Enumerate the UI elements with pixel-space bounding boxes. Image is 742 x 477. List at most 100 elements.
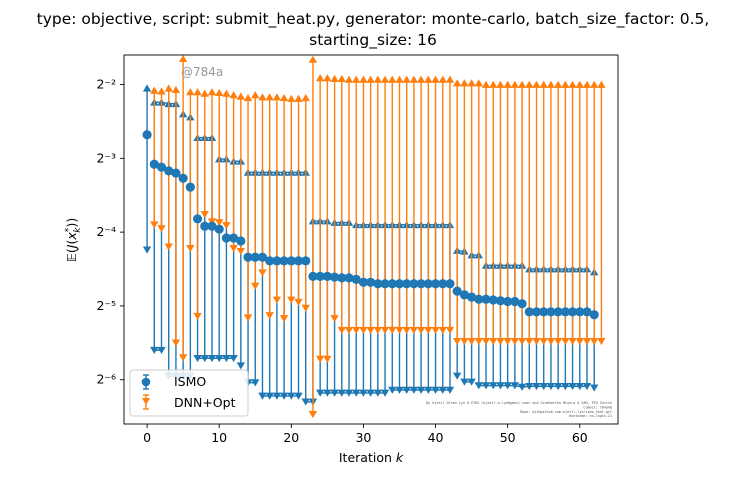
dnn-lower-cap bbox=[265, 312, 274, 320]
dnn-upper-cap bbox=[546, 80, 556, 88]
dnn-upper-cap bbox=[279, 94, 289, 102]
dnn-lower-cap bbox=[315, 355, 325, 363]
dnn-lower-cap bbox=[380, 326, 390, 335]
y-axis-label-e: 𝔼 bbox=[64, 253, 79, 262]
dnn-lower-cap bbox=[553, 337, 563, 346]
dnn-lower-cap bbox=[330, 315, 339, 323]
ismo-lower-cap bbox=[582, 383, 592, 391]
ismo-lower-cap bbox=[474, 382, 484, 390]
dnn-upper-cap bbox=[452, 79, 462, 87]
ismo-point bbox=[459, 290, 469, 300]
ismo-lower-cap bbox=[330, 389, 339, 397]
ismo-lower-cap bbox=[200, 354, 209, 363]
ismo-lower-cap bbox=[510, 382, 520, 390]
x-tick-label: 20 bbox=[283, 430, 299, 445]
dnn-upper-cap bbox=[460, 79, 469, 87]
ismo-lower-cap bbox=[452, 372, 462, 380]
ismo-point bbox=[467, 292, 477, 302]
ismo-point bbox=[488, 295, 498, 305]
dnn-lower-cap bbox=[467, 337, 476, 346]
legend-entry-ismo: ISMO bbox=[141, 374, 206, 390]
ismo-point bbox=[178, 173, 188, 183]
ismo-lower-cap bbox=[460, 378, 469, 386]
dnn-upper-cap bbox=[186, 88, 195, 96]
ismo-point bbox=[560, 307, 570, 317]
dnn-upper-cap bbox=[474, 79, 484, 87]
dnn-lower-cap bbox=[438, 326, 447, 335]
ismo-point bbox=[575, 307, 585, 317]
ismo-lower-cap bbox=[467, 378, 476, 386]
legend-label-dnn-opt: DNN+Opt bbox=[174, 395, 236, 410]
dnn-lower-cap bbox=[424, 326, 433, 335]
dnn-upper-cap bbox=[150, 86, 159, 94]
ismo-lower-cap bbox=[236, 362, 246, 370]
ismo-point bbox=[351, 274, 361, 284]
dnn-upper-cap bbox=[431, 75, 440, 83]
dnn-lower-cap bbox=[431, 326, 440, 335]
dnn-upper-cap bbox=[409, 75, 419, 83]
dnn-upper-cap bbox=[517, 80, 527, 88]
dnn-lower-cap bbox=[496, 337, 505, 346]
ismo-point bbox=[387, 279, 397, 289]
dnn-upper-cap bbox=[236, 92, 246, 100]
ismo-point bbox=[423, 279, 433, 289]
ismo-lower-cap bbox=[489, 382, 498, 390]
ismo-point bbox=[394, 279, 405, 289]
ismo-lower-cap bbox=[424, 386, 433, 394]
dnn-upper-cap bbox=[200, 89, 209, 97]
ismo-point bbox=[510, 296, 520, 307]
ismo-point bbox=[286, 256, 296, 266]
dnn-lower-cap bbox=[359, 326, 368, 335]
dnn-lower-cap bbox=[171, 339, 181, 347]
ismo-upper-cap bbox=[142, 84, 152, 92]
ismo-point bbox=[329, 272, 340, 282]
dnn-upper-cap bbox=[553, 80, 563, 88]
x-axis-label: Iteration k bbox=[339, 450, 404, 465]
ismo-lower-cap bbox=[301, 398, 310, 406]
dnn-upper-cap bbox=[366, 75, 375, 83]
dnn-upper-cap bbox=[416, 75, 426, 83]
ismo-point bbox=[142, 130, 152, 140]
ismo-lower-cap bbox=[352, 389, 361, 397]
dnn-lower-cap bbox=[517, 337, 527, 346]
dnn-lower-cap bbox=[416, 326, 426, 335]
dnn-upper-cap bbox=[258, 93, 267, 101]
y-tick-label: 2⁻⁵ bbox=[96, 298, 116, 313]
ismo-lower-cap bbox=[575, 383, 584, 391]
ismo-point bbox=[524, 307, 534, 317]
legend-label-ismo: ISMO bbox=[174, 374, 206, 389]
ismo-point bbox=[481, 294, 491, 304]
ismo-lower-cap bbox=[438, 386, 447, 394]
ismo-lower-cap bbox=[568, 383, 577, 391]
dnn-upper-cap bbox=[243, 94, 253, 102]
dnn-upper-cap bbox=[229, 91, 238, 99]
ismo-lower-cap bbox=[539, 383, 548, 391]
dnn-lower-cap bbox=[150, 221, 159, 229]
y-axis-ticks: 2⁻⁶ 2⁻⁵ 2⁻⁴ 2⁻³ 2⁻² bbox=[96, 77, 124, 387]
dnn-lower-cap bbox=[344, 326, 354, 335]
dnn-upper-cap bbox=[467, 79, 476, 87]
ismo-lower-cap bbox=[496, 382, 505, 390]
dnn-lower-cap bbox=[222, 222, 231, 230]
ismo-lower-cap bbox=[222, 354, 231, 363]
ismo-lower-cap bbox=[344, 389, 354, 397]
dnn-upper-cap bbox=[445, 75, 455, 83]
dnn-lower-cap bbox=[539, 337, 548, 346]
dnn-upper-cap bbox=[481, 80, 491, 88]
x-tick-label: 40 bbox=[428, 430, 444, 445]
ismo-lower-cap bbox=[272, 392, 282, 400]
ismo-point bbox=[553, 307, 563, 317]
dnn-upper-cap bbox=[568, 80, 577, 88]
chart-title-line1: type: objective, script: submit_heat.py,… bbox=[37, 10, 710, 29]
ismo-lower-cap bbox=[366, 389, 375, 397]
dnn-lower-cap bbox=[200, 211, 209, 219]
ismo-lower-cap bbox=[142, 246, 152, 254]
ismo-point bbox=[589, 310, 599, 320]
dnn-lower-cap bbox=[561, 337, 570, 346]
ismo-point bbox=[380, 279, 390, 289]
ismo-lower-cap bbox=[395, 386, 404, 394]
dnn-upper-cap bbox=[301, 94, 310, 102]
ismo-point bbox=[192, 214, 203, 224]
dnn-lower-cap bbox=[568, 337, 577, 346]
dnn-upper-cap bbox=[323, 74, 332, 82]
